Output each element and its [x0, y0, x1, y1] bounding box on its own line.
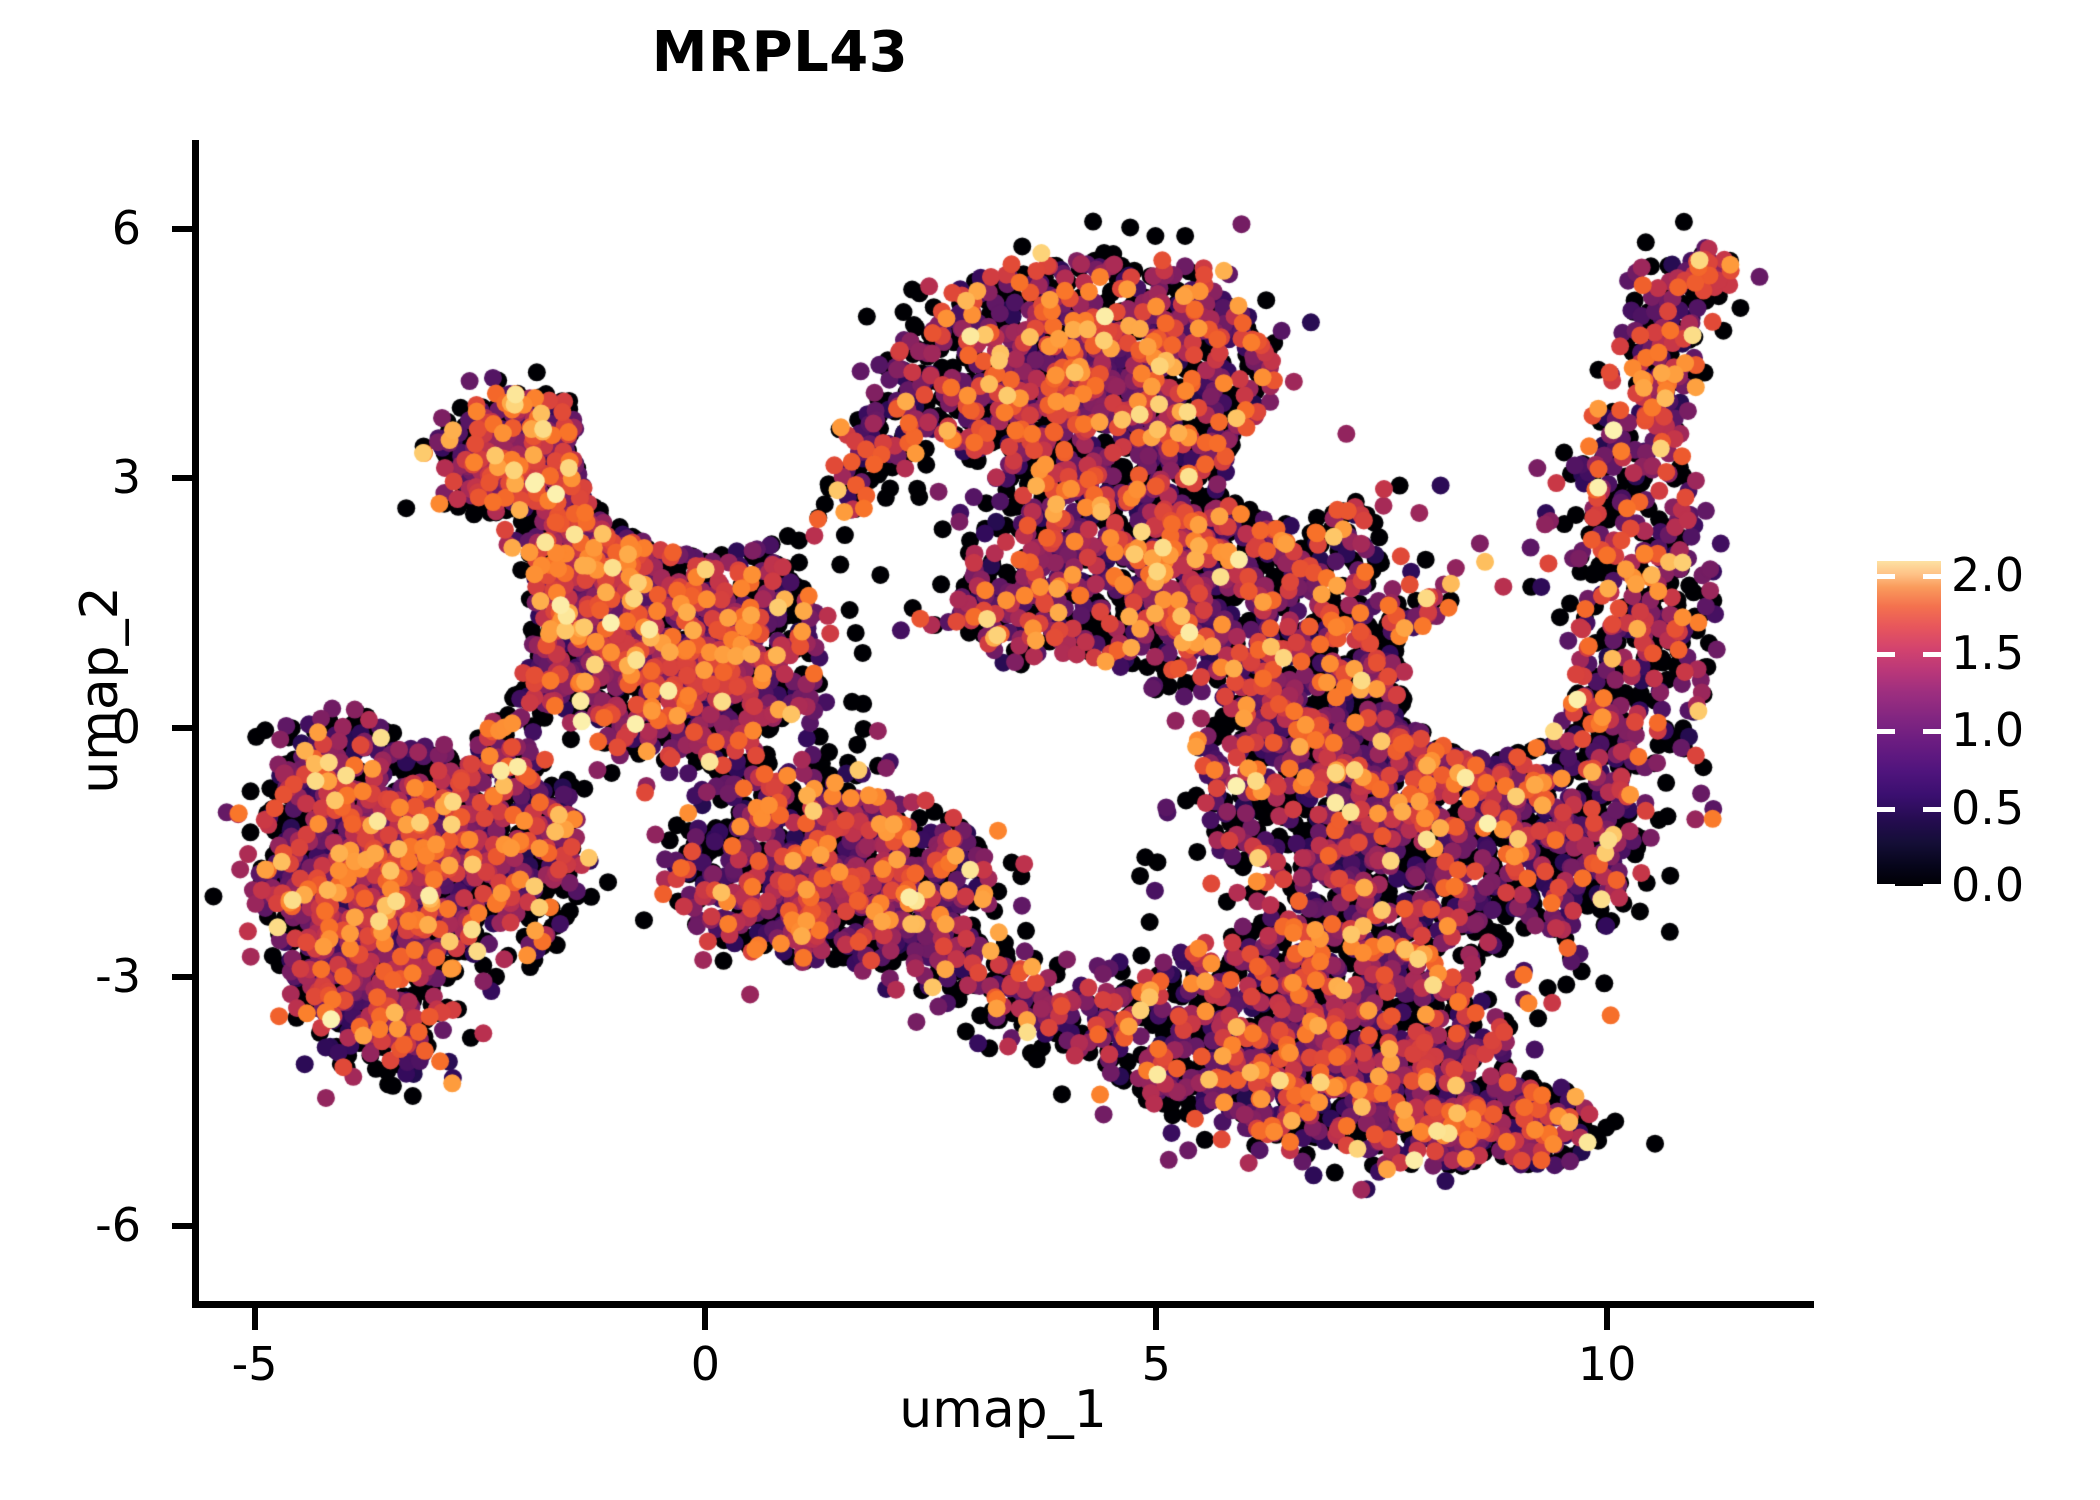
x-tick-mark — [1604, 1308, 1611, 1330]
colorbar-tick-label: 1.0 — [1951, 703, 2025, 758]
y-tick-label: -3 — [95, 948, 141, 1003]
colorbar-tick-mark — [1877, 884, 1895, 889]
chart-title: MRPL43 — [651, 20, 909, 85]
colorbar-tick-mark — [1923, 806, 1941, 812]
colorbar-tick-label: 1.5 — [1951, 625, 2025, 680]
colorbar-tick-mark — [1923, 884, 1941, 889]
colorbar-tick-mark — [1923, 651, 1941, 657]
x-tick-label: 0 — [690, 1337, 721, 1391]
x-tick-mark — [702, 1308, 709, 1330]
colorbar: 2.0 1.5 1.0 0.5 0.0 — [1877, 552, 2024, 908]
colorbar-gradient — [1877, 561, 1941, 886]
x-tick-mark — [251, 1308, 258, 1330]
y-tick-mark — [172, 475, 194, 482]
y-tick-label: 6 — [111, 201, 141, 256]
y-tick-label: -6 — [95, 1198, 141, 1253]
x-tick-label: 5 — [1141, 1337, 1171, 1391]
umap-scatter-canvas — [196, 142, 1810, 1305]
colorbar-tick-mark — [1877, 574, 1895, 580]
y-tick-mark — [172, 226, 194, 233]
y-tick-mark — [172, 724, 194, 731]
colorbar-tick-mark — [1877, 806, 1895, 812]
y-tick-mark — [172, 1223, 194, 1230]
colorbar-tick-label: 2.0 — [1951, 548, 2025, 603]
x-tick-label: -5 — [231, 1337, 278, 1391]
x-axis-label: umap_1 — [899, 1380, 1107, 1440]
plot-area — [196, 142, 1810, 1305]
colorbar-tick-mark — [1877, 651, 1895, 657]
y-tick-mark — [172, 973, 194, 980]
y-axis-spine — [192, 140, 199, 1308]
y-tick-label: 0 — [111, 699, 141, 754]
y-axis-label: umap_2 — [70, 586, 130, 794]
colorbar-tick-mark — [1923, 729, 1941, 735]
y-tick-label: 3 — [111, 450, 141, 505]
colorbar-tick-mark — [1923, 574, 1941, 580]
x-tick-mark — [1153, 1308, 1160, 1330]
colorbar-tick-mark — [1877, 729, 1895, 735]
colorbar-tick-label: 0.5 — [1951, 780, 2025, 835]
x-tick-label: 10 — [1577, 1337, 1637, 1391]
colorbar-tick-label: 0.0 — [1951, 858, 2025, 912]
